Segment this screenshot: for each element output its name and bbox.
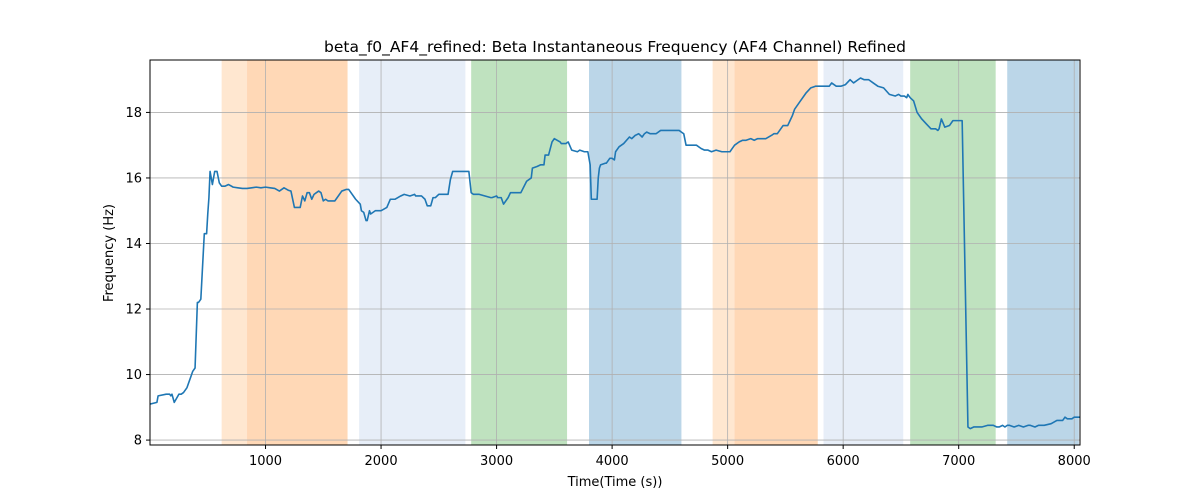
y-tick-label: 12	[125, 303, 142, 318]
y-tick-label: 14	[125, 237, 142, 252]
x-tick-label: 2000	[365, 454, 398, 469]
band-3	[471, 60, 568, 445]
bands-layer	[221, 60, 1079, 445]
ticks-layer: 1000 2000 3000 4000 5000 6000 7000 8000 8 10 12 14 1…	[125, 106, 1090, 469]
series-layer	[150, 77, 1080, 430]
band-8	[910, 60, 996, 445]
band-9	[1007, 60, 1079, 445]
series-line-0	[150, 77, 1080, 430]
grid-layer	[150, 60, 1080, 445]
y-tick-label: 10	[125, 368, 142, 383]
band-6	[734, 60, 818, 445]
x-tick-label: 8000	[1058, 454, 1091, 469]
x-tick-label: 3000	[480, 454, 513, 469]
x-tick-label: 7000	[942, 454, 975, 469]
band-7	[823, 60, 904, 445]
y-tick-label: 8	[134, 434, 142, 449]
band-4	[589, 60, 682, 445]
chart-title: beta_f0_AF4_refined: Beta Instantaneous …	[324, 38, 906, 57]
band-0	[221, 60, 248, 445]
axes-layer	[149, 59, 1081, 446]
band-5	[712, 60, 735, 445]
y-axis-title: Frequency (Hz)	[102, 204, 117, 302]
band-1	[247, 60, 348, 445]
plot-frame	[149, 59, 1081, 446]
x-tick-label: 6000	[827, 454, 860, 469]
x-tick-label: 4000	[596, 454, 629, 469]
y-tick-label: 16	[125, 171, 142, 186]
x-tick-label: 1000	[249, 454, 282, 469]
y-tick-label: 18	[125, 106, 142, 121]
band-2	[359, 60, 466, 445]
x-axis-title: Time(Time (s))	[567, 475, 663, 490]
x-tick-label: 5000	[711, 454, 744, 469]
